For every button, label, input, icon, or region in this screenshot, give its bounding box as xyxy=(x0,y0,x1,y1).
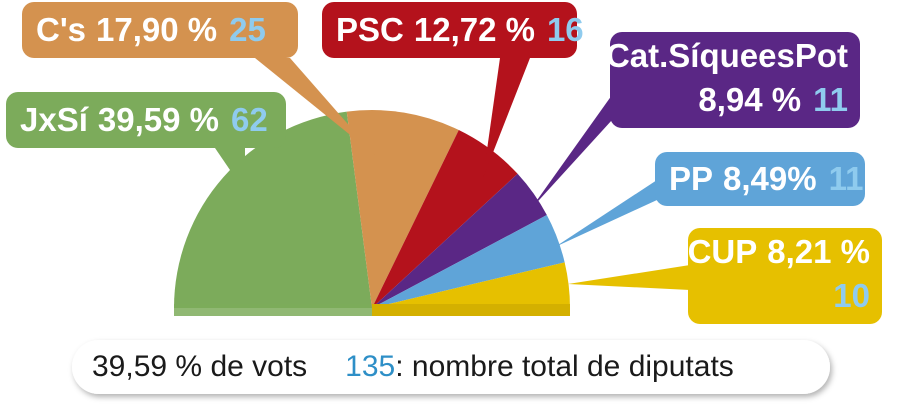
vote-label: 17,90 % xyxy=(96,11,217,48)
party-name: C's xyxy=(36,11,86,48)
note-votes-text: de vots xyxy=(210,350,307,383)
callout-label: Cat.SíqueesPot xyxy=(606,37,848,74)
slice xyxy=(346,110,459,308)
seat-label: 11 xyxy=(813,81,848,118)
party-name: JxSí xyxy=(20,101,90,138)
callout-label: 10 xyxy=(833,277,870,314)
base-band xyxy=(372,304,570,316)
vote-label: 12,72 % xyxy=(414,11,535,48)
note-total-text: : nombre total de diputats xyxy=(395,350,734,383)
callout-label: 8,94 % 11 xyxy=(698,81,848,118)
note-total: 135 xyxy=(345,350,395,383)
callout-box xyxy=(322,2,577,58)
party-name: Cat.SíqueesPot xyxy=(606,37,848,74)
base-band xyxy=(174,304,372,316)
vote-label: 8,21 % xyxy=(767,233,870,270)
callout-label: CUP 8,21 % xyxy=(688,233,870,270)
callout-label: C's 17,90 % 25 xyxy=(36,11,266,48)
seat-label: 25 xyxy=(229,11,266,48)
vote-label: 39,59 % xyxy=(98,101,219,138)
note-votes: 39,59 % xyxy=(92,350,202,383)
pointer xyxy=(555,180,657,247)
note: 39,59 % de vots 135: nombre total de dipu… xyxy=(92,350,734,383)
callout-label: PSC 12,72 % 16 xyxy=(336,11,584,48)
note-box xyxy=(72,340,830,394)
seat-label: 62 xyxy=(231,101,268,138)
slice xyxy=(372,262,570,308)
callout-box xyxy=(688,228,882,324)
pointer xyxy=(255,58,375,155)
callouts: JxSí 39,59 % 62 C's 17,90 % 25 PSC 12,72 % 16 Cat… xyxy=(6,2,882,324)
slice xyxy=(372,173,547,308)
slice xyxy=(174,111,372,308)
slice xyxy=(372,130,518,308)
party-name: PP xyxy=(669,160,713,197)
pointer xyxy=(483,58,530,178)
pie xyxy=(174,110,570,316)
callout-box xyxy=(655,152,865,206)
callout-box xyxy=(6,92,286,148)
party-name: CUP xyxy=(688,233,758,270)
callout-label: JxSí 39,59 % 62 xyxy=(20,101,268,138)
vote-label: 8,94 % xyxy=(698,81,801,118)
seat-label: 16 xyxy=(547,11,584,48)
seat-label: 11 xyxy=(829,160,864,197)
pointer xyxy=(530,95,612,210)
seat-label: 10 xyxy=(833,277,870,314)
callout-label: PP 8,49% 11 xyxy=(669,160,864,197)
slice xyxy=(372,215,565,308)
callout-box xyxy=(22,2,298,58)
party-name: PSC xyxy=(336,11,404,48)
pointer xyxy=(568,265,690,290)
pointer xyxy=(215,148,245,192)
vote-label: 8,49% xyxy=(723,160,817,197)
callout-box xyxy=(610,32,860,128)
